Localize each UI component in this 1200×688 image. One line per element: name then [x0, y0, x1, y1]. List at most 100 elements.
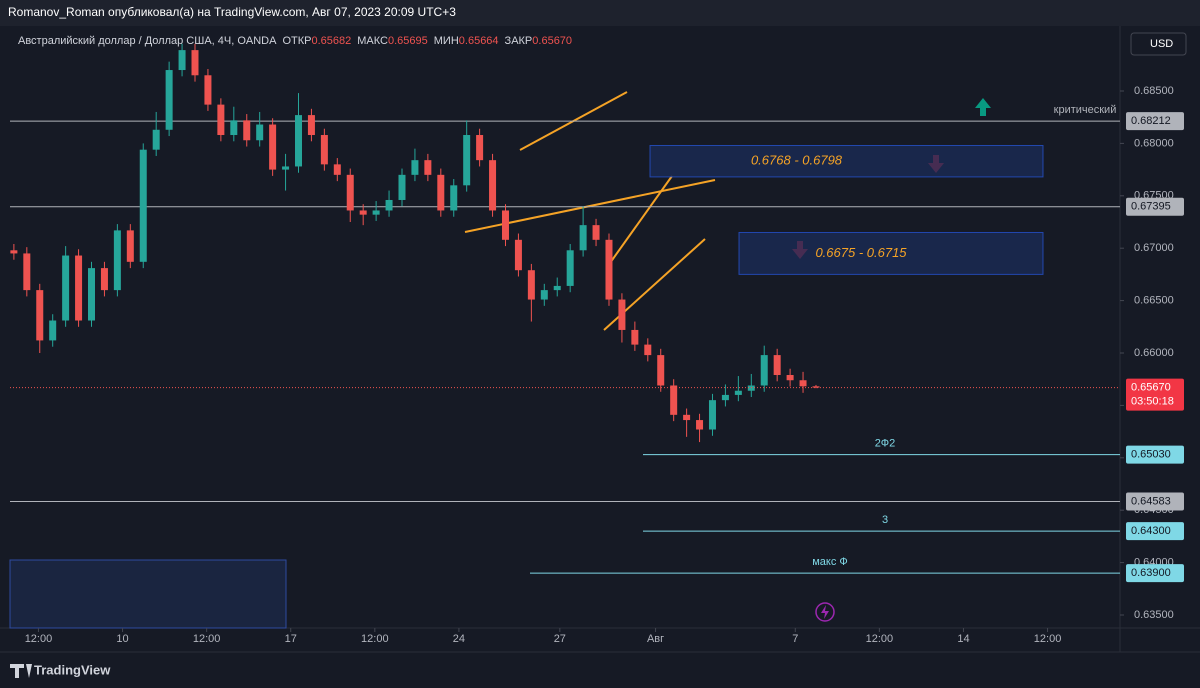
candle-body — [644, 344, 652, 356]
x-tick-label: 12:00 — [193, 633, 221, 645]
candle-body — [75, 255, 83, 321]
x-tick-label: 12:00 — [25, 633, 53, 645]
last-price-box — [1126, 378, 1184, 411]
candle-body — [204, 75, 212, 105]
top-bar — [0, 0, 1200, 26]
symbol-header: Австралийский доллар / Доллар США, 4Ч, O… — [18, 35, 572, 47]
ohlc-name: МАКС — [357, 35, 388, 47]
ohlc-value: 0.65664 — [459, 35, 499, 47]
x-tick-label: Авг — [647, 633, 664, 645]
candle-body — [294, 115, 302, 167]
candle-body — [139, 149, 147, 262]
zone-label: 0.6768 - 0.6798 — [751, 153, 843, 168]
countdown: 03:50:18 — [1131, 395, 1174, 407]
level-price-box — [1126, 492, 1184, 511]
footer-brand: TradingView — [34, 662, 111, 677]
level-price: 0.68212 — [1131, 115, 1171, 127]
zone — [649, 144, 1044, 178]
level-price-box — [1126, 445, 1184, 464]
ohlc-name: ОТКР — [282, 35, 311, 47]
candle-body — [450, 185, 458, 211]
x-tick-label: 12:00 — [361, 633, 389, 645]
candle-body — [282, 166, 290, 170]
candle-body — [683, 414, 691, 421]
candle-body — [307, 115, 315, 136]
candle-body — [618, 299, 626, 330]
candle-body — [178, 50, 186, 71]
level-text: критический — [1054, 104, 1117, 116]
candle-body — [721, 394, 729, 401]
candle-body — [36, 290, 44, 341]
y-tick-label: 0.66500 — [1134, 295, 1174, 307]
x-tick-label: 24 — [453, 633, 465, 645]
candle-body — [476, 135, 484, 161]
x-tick-label: 12:00 — [1034, 633, 1062, 645]
zone-label: 0.6675 - 0.6715 — [815, 245, 907, 260]
candle-body — [631, 329, 639, 345]
last-price: 0.65670 — [1131, 381, 1171, 393]
candle-body — [501, 210, 509, 240]
level-price-box — [1126, 564, 1184, 583]
candle-body — [333, 164, 341, 175]
ohlc-value: 0.65670 — [532, 35, 572, 47]
ohlc-value: 0.65695 — [388, 35, 428, 47]
currency: USD — [1150, 38, 1173, 50]
level-price: 0.63900 — [1131, 567, 1171, 579]
y-tick-label: 0.68000 — [1134, 137, 1174, 149]
candle-body — [424, 160, 432, 175]
candle-body — [88, 268, 96, 321]
candle-body — [398, 174, 406, 200]
publisher: Romanov_Roman опубликовал(а) на TradingV… — [8, 5, 456, 19]
candle-body — [657, 355, 665, 386]
candle-body — [62, 255, 70, 321]
candle-body — [165, 70, 173, 130]
y-tick-label: 0.68500 — [1134, 85, 1174, 97]
candle-body — [411, 160, 419, 175]
candle-body — [437, 174, 445, 211]
level-price: 0.64583 — [1131, 495, 1171, 507]
candle-body — [708, 400, 716, 430]
candle-body — [760, 355, 768, 386]
candle-body — [372, 210, 380, 215]
candle-body — [786, 375, 794, 381]
level-text: 3 — [882, 514, 888, 526]
zone — [738, 231, 1044, 275]
x-tick-label: 27 — [554, 633, 566, 645]
candle-body — [553, 285, 561, 291]
ohlc-value: 0.65682 — [312, 35, 352, 47]
logo-icon — [10, 664, 32, 678]
symbol-title: Австралийский доллар / Доллар США, 4Ч, O… — [18, 35, 277, 47]
candle-body — [592, 225, 600, 240]
candle-body — [126, 230, 134, 262]
candle-body — [113, 230, 121, 291]
event-icon[interactable] — [815, 602, 835, 622]
level-price: 0.64300 — [1131, 525, 1171, 537]
candle-body — [579, 225, 587, 251]
level-price: 0.67395 — [1131, 201, 1171, 213]
candle-body — [385, 199, 393, 211]
x-tick-label: 17 — [285, 633, 297, 645]
ohlc-name: МИН — [434, 35, 459, 47]
candle-body — [527, 270, 535, 300]
candle-body — [23, 253, 31, 291]
level-price-box — [1126, 112, 1184, 131]
candle-body — [320, 135, 328, 165]
candle-body — [10, 250, 18, 254]
candle-body — [566, 250, 574, 286]
candle-body — [230, 120, 238, 136]
candle-body — [359, 210, 367, 215]
candle-body — [540, 290, 548, 300]
zone-box — [9, 559, 287, 629]
candle-body — [799, 380, 807, 387]
arrow-up — [975, 98, 991, 116]
candle-body — [191, 50, 199, 76]
y-tick-label: 0.63500 — [1134, 609, 1174, 621]
currency-button[interactable] — [1130, 32, 1187, 56]
candle-body — [514, 239, 522, 271]
x-tick-label: 14 — [957, 633, 969, 645]
candle-body — [243, 120, 251, 141]
candle-body — [100, 268, 108, 291]
candle-body — [605, 239, 613, 300]
level-price-box — [1126, 522, 1184, 541]
